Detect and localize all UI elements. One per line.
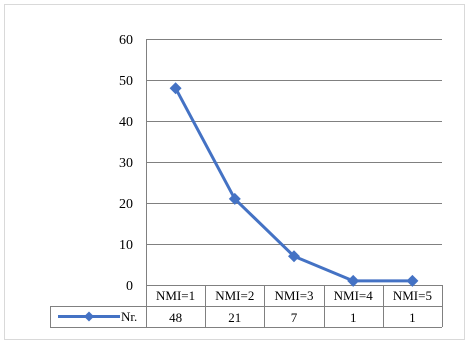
data-table-value-4: 1: [350, 310, 357, 325]
data-point-marker-3: [288, 250, 300, 263]
data-point-marker-1: [169, 82, 182, 95]
legend-marker-key: [84, 311, 94, 322]
data-table: NMI=1 NMI=2 NMI=3 NMI=4 NMI=5 48 21 7 1 1 Nr.: [50, 285, 443, 328]
category-label-4: NMI=4: [334, 288, 374, 303]
data-table-value-2: 21: [228, 310, 241, 325]
y-axis-tick-labels: 0 10 20 30 40 50 60: [119, 33, 133, 294]
data-table-value-5: 1: [409, 310, 416, 325]
category-label-3: NMI=3: [274, 288, 313, 303]
y-tick-label-30: 30: [119, 156, 133, 171]
chart-frame: [4, 4, 465, 340]
y-tick-label-0: 0: [126, 279, 133, 294]
data-point-marker-2: [228, 192, 241, 205]
series-nr: [169, 82, 419, 287]
category-label-2: NMI=2: [215, 288, 254, 303]
data-table-value-1: 48: [169, 310, 182, 325]
y-tick-label-60: 60: [119, 33, 133, 48]
y-tick-label-50: 50: [119, 74, 133, 89]
y-tick-label-40: 40: [119, 115, 133, 130]
data-point-marker-5: [406, 274, 419, 287]
category-label-1: NMI=1: [156, 288, 195, 303]
data-point-marker-4: [347, 274, 360, 287]
data-table-value-3: 7: [291, 310, 298, 325]
category-label-5: NMI=5: [393, 288, 432, 303]
series-name-label: Nr.: [121, 309, 137, 324]
gridlines: [146, 39, 442, 285]
y-tick-label-20: 20: [119, 197, 133, 212]
y-tick-label-10: 10: [119, 238, 133, 253]
